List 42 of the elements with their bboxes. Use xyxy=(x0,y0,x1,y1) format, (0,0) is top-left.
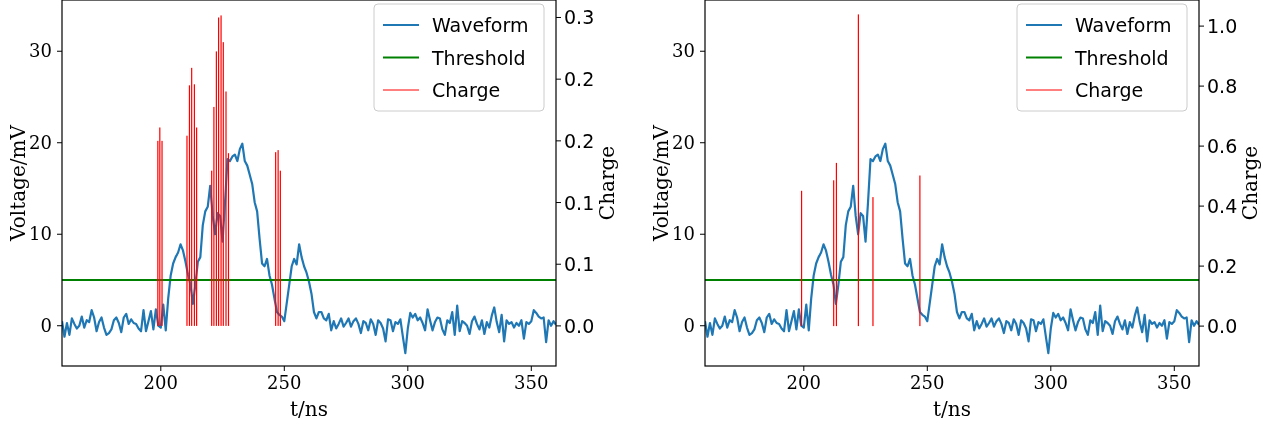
y-tick-label: 10 xyxy=(29,223,52,245)
y-tick-label: 10 xyxy=(672,223,695,245)
y-tick-label: 30 xyxy=(29,40,52,62)
y2-tick-label: 0.1 xyxy=(564,191,595,214)
y2-axis-title: Charge xyxy=(1238,145,1262,221)
y2-tick-label: 0.0 xyxy=(564,314,595,337)
y2-tick-label: 0.4 xyxy=(1207,195,1238,218)
x-tick-label: 250 xyxy=(910,372,945,393)
legend-label: Charge xyxy=(1075,79,1144,101)
x-axis-title: t/ns xyxy=(290,397,328,421)
y2-tick-label: 0.2 xyxy=(564,129,595,152)
x-tick-label: 200 xyxy=(143,372,178,393)
x-tick-label: 250 xyxy=(267,372,302,393)
y2-tick-label: 0.2 xyxy=(1207,255,1238,278)
y2-tick-label: 0.2 xyxy=(564,68,595,91)
y-tick-label: 0 xyxy=(40,314,52,336)
x-tick-label: 300 xyxy=(1033,372,1068,393)
x-tick-label: 200 xyxy=(786,372,821,393)
legend-label: Threshold xyxy=(1074,46,1169,69)
y-axis-title: Voltage/mV xyxy=(6,124,30,242)
legend-label: Threshold xyxy=(431,46,526,69)
legend-label: Waveform xyxy=(432,14,529,36)
x-tick-label: 350 xyxy=(514,372,549,393)
y-tick-label: 20 xyxy=(29,131,52,153)
y2-tick-label: 1.0 xyxy=(1207,15,1238,38)
y2-tick-label: 0.0 xyxy=(1207,315,1238,338)
y2-axis-title: Charge xyxy=(595,145,619,221)
line-series xyxy=(705,142,1199,355)
y2-tick-label: 0.3 xyxy=(564,6,595,29)
y2-tick-label: 0.1 xyxy=(564,253,595,276)
y2-tick-label: 0.8 xyxy=(1207,75,1238,98)
legend-label: Waveform xyxy=(1075,14,1172,36)
y-tick-label: 30 xyxy=(672,40,695,62)
legend-label: Charge xyxy=(432,79,501,101)
x-tick-label: 300 xyxy=(390,372,425,393)
x-tick-label: 350 xyxy=(1157,372,1192,393)
x-axis-title: t/ns xyxy=(933,397,971,421)
line-series xyxy=(62,142,556,355)
y-tick-label: 0 xyxy=(683,314,695,336)
y-tick-label: 20 xyxy=(672,131,695,153)
y2-tick-label: 0.6 xyxy=(1207,135,1238,158)
y-axis-title: Voltage/mV xyxy=(649,124,673,242)
